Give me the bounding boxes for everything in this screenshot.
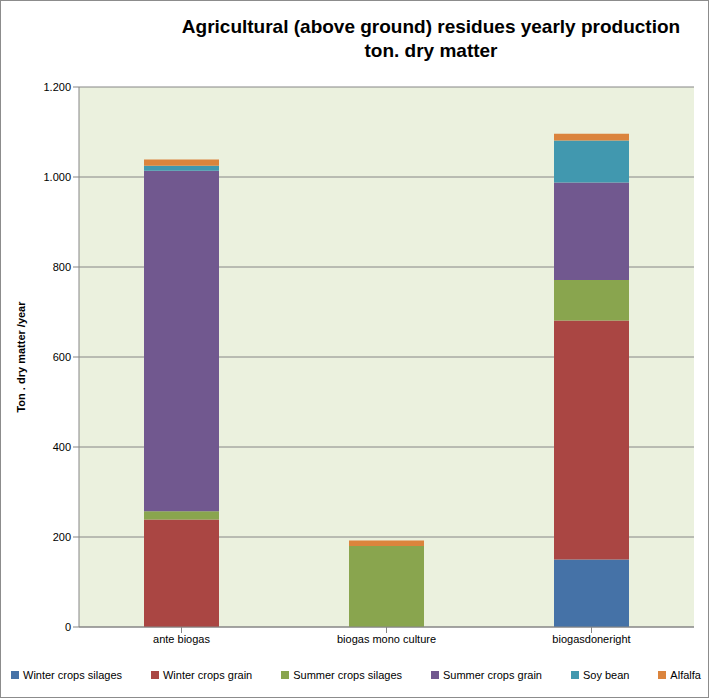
svg-text:biogas mono culture: biogas mono culture — [337, 633, 436, 645]
html-text:Summer crops grain: Summer crops grain — [443, 669, 542, 681]
html-text:Soy bean: Soy bean — [582, 669, 630, 681]
svg-text:1.000: 1.000 — [43, 171, 71, 183]
svg-text:200: 200 — [53, 531, 71, 543]
svg-text:1.200: 1.200 — [43, 81, 71, 93]
svg-text:biogasdoneright: biogasdoneright — [552, 633, 630, 645]
svg-text:800: 800 — [53, 261, 71, 273]
svg-text:400: 400 — [53, 441, 71, 453]
svg-text:0: 0 — [65, 621, 71, 633]
html-text:Winter crops grain: Winter crops grain — [163, 669, 253, 681]
html-text:ton. dry matter: ton. dry matter — [364, 40, 498, 61]
html-text:Agricultural (above ground) re: Agricultural (above ground) residues yea… — [181, 16, 681, 37]
html-text:Alfalfa: Alfalfa — [670, 669, 701, 681]
svg-text:ante biogas: ante biogas — [153, 633, 210, 645]
svg-text:600: 600 — [53, 351, 71, 363]
html-text:Summer crops silages: Summer crops silages — [293, 669, 402, 681]
svg-text:Ton . dry matter /year: Ton . dry matter /year — [15, 301, 27, 413]
html-text:Winter crops silages: Winter crops silages — [23, 669, 122, 681]
